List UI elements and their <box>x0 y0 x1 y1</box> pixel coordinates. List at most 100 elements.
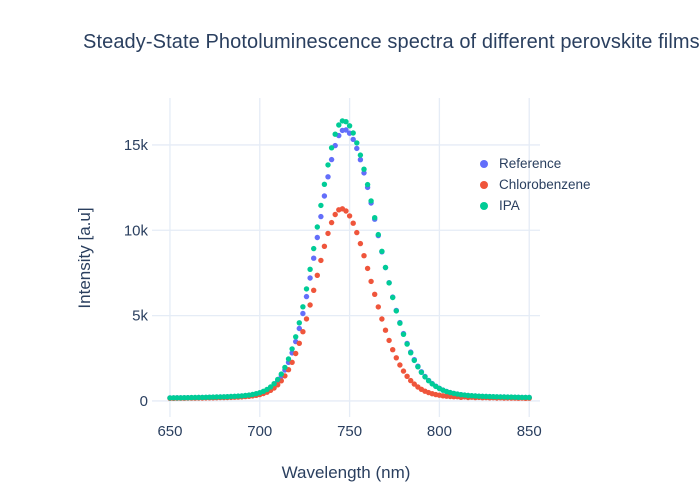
data-point[interactable] <box>393 355 399 361</box>
data-point[interactable] <box>404 341 410 347</box>
data-point[interactable] <box>293 350 299 357</box>
data-point[interactable] <box>321 243 328 249</box>
data-point[interactable] <box>390 294 396 301</box>
data-point[interactable] <box>332 211 338 218</box>
data-point[interactable] <box>318 213 324 220</box>
data-point[interactable] <box>397 320 403 326</box>
legend-item-ipa[interactable]: IPA <box>476 195 591 216</box>
data-point[interactable] <box>343 208 349 214</box>
data-point[interactable] <box>361 170 367 176</box>
data-point[interactable] <box>375 231 381 238</box>
legend-item-chlorobenzene[interactable]: Chlorobenzene <box>476 174 591 195</box>
data-point[interactable] <box>321 193 328 199</box>
data-point[interactable] <box>368 278 374 285</box>
data-point[interactable] <box>418 369 425 375</box>
data-point[interactable] <box>328 219 335 226</box>
data-point[interactable] <box>300 304 306 310</box>
data-point[interactable] <box>350 220 356 226</box>
data-point[interactable] <box>386 337 392 344</box>
data-point[interactable] <box>415 364 421 370</box>
legend-item-reference[interactable]: Reference <box>476 153 591 174</box>
data-point[interactable] <box>318 202 324 209</box>
data-point[interactable] <box>361 253 367 259</box>
data-point[interactable] <box>343 119 349 125</box>
data-point[interactable] <box>411 381 417 387</box>
data-point[interactable] <box>526 394 532 401</box>
data-point[interactable] <box>271 381 277 387</box>
data-point[interactable] <box>364 181 371 188</box>
data-point[interactable] <box>354 229 360 236</box>
data-point[interactable] <box>379 248 385 254</box>
data-point[interactable] <box>350 136 356 143</box>
data-point[interactable] <box>357 152 364 158</box>
data-point[interactable] <box>386 280 392 286</box>
data-point[interactable] <box>303 286 310 292</box>
data-point[interactable] <box>278 371 284 377</box>
data-point[interactable] <box>289 359 295 365</box>
data-point[interactable] <box>372 291 378 297</box>
data-point[interactable] <box>411 357 417 364</box>
data-point[interactable] <box>311 287 317 293</box>
data-point[interactable] <box>300 329 306 335</box>
data-point[interactable] <box>357 157 364 163</box>
data-point[interactable] <box>307 302 313 308</box>
data-points <box>167 118 532 401</box>
data-point[interactable] <box>357 240 364 247</box>
data-point[interactable] <box>325 174 331 180</box>
data-point[interactable] <box>404 373 410 379</box>
data-point[interactable] <box>296 320 302 326</box>
x-tick-label: 700 <box>247 423 272 440</box>
data-point[interactable] <box>303 316 310 322</box>
data-point[interactable] <box>382 327 389 333</box>
data-point[interactable] <box>293 334 299 340</box>
data-point[interactable] <box>325 230 331 237</box>
data-point[interactable] <box>314 272 320 278</box>
data-point[interactable] <box>397 362 403 368</box>
data-point[interactable] <box>303 293 310 300</box>
data-point[interactable] <box>328 156 335 163</box>
data-point[interactable] <box>382 264 389 271</box>
data-point[interactable] <box>289 346 295 352</box>
data-point[interactable] <box>400 368 407 374</box>
data-point[interactable] <box>267 384 274 390</box>
data-point[interactable] <box>350 130 356 136</box>
data-point[interactable] <box>343 127 349 133</box>
data-point[interactable] <box>311 255 317 261</box>
data-point[interactable] <box>372 215 378 221</box>
data-point[interactable] <box>400 331 407 337</box>
data-point[interactable] <box>346 213 353 219</box>
data-point[interactable] <box>318 257 324 264</box>
data-point[interactable] <box>364 265 371 272</box>
data-point[interactable] <box>336 122 342 128</box>
series-ipa[interactable] <box>167 118 532 401</box>
data-point[interactable] <box>379 316 385 322</box>
data-point[interactable] <box>375 304 381 310</box>
data-point[interactable] <box>332 131 338 137</box>
data-point[interactable] <box>300 310 306 317</box>
data-point[interactable] <box>408 377 414 384</box>
data-point[interactable] <box>307 266 313 272</box>
data-point[interactable] <box>328 145 335 151</box>
data-point[interactable] <box>285 356 292 362</box>
data-point[interactable] <box>361 166 367 172</box>
data-point[interactable] <box>390 347 396 353</box>
data-point[interactable] <box>422 374 428 380</box>
data-point[interactable] <box>311 245 317 252</box>
data-point[interactable] <box>296 340 302 346</box>
data-point[interactable] <box>307 275 313 281</box>
data-point[interactable] <box>354 145 360 152</box>
data-point[interactable] <box>275 376 281 383</box>
data-point[interactable] <box>321 181 328 187</box>
data-point[interactable] <box>408 350 414 356</box>
data-point[interactable] <box>314 224 320 230</box>
data-point[interactable] <box>296 325 302 332</box>
data-point[interactable] <box>325 162 331 168</box>
data-point[interactable] <box>346 123 353 129</box>
data-point[interactable] <box>314 234 320 241</box>
data-point[interactable] <box>354 140 360 146</box>
data-point[interactable] <box>368 198 374 204</box>
data-point[interactable] <box>425 378 432 384</box>
data-point[interactable] <box>393 308 399 314</box>
data-point[interactable] <box>282 364 288 371</box>
